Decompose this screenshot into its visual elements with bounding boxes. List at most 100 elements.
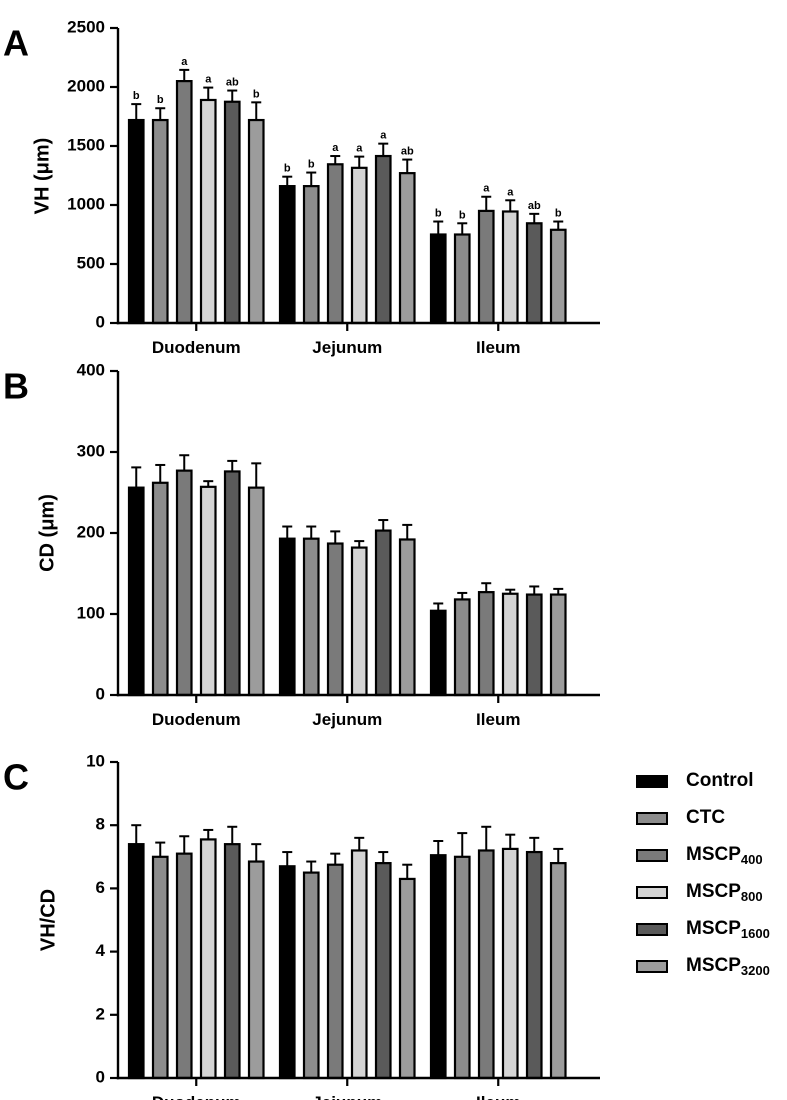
legend-swatch-mscp800 <box>636 886 668 899</box>
bar <box>525 850 543 1080</box>
legend-item-control: Control <box>636 768 786 805</box>
legend-item-mscp3200: MSCP3200 <box>636 953 786 990</box>
bar <box>350 166 368 325</box>
bar <box>549 593 567 697</box>
bar <box>477 849 495 1080</box>
bar <box>398 538 416 697</box>
bar <box>398 877 416 1080</box>
significance-letter: a <box>380 130 387 142</box>
bar <box>429 233 447 325</box>
legend-label-control: Control <box>686 770 754 791</box>
y-axis-label: VH (μm) <box>31 138 53 215</box>
bar <box>223 100 241 325</box>
y-tick-label: 0 <box>96 684 105 703</box>
x-tick-label: Jejunum <box>312 710 382 729</box>
significance-letter: ab <box>401 146 414 158</box>
y-tick-label: 500 <box>77 253 105 272</box>
bar <box>429 854 447 1080</box>
bar <box>477 591 495 697</box>
significance-letter: b <box>459 209 466 221</box>
panel-label: B <box>3 365 29 406</box>
y-axis-label: CD (μm) <box>36 494 58 572</box>
bar <box>326 863 344 1080</box>
bar <box>247 118 265 325</box>
bar <box>326 542 344 697</box>
significance-letter: a <box>205 74 212 86</box>
bar <box>501 210 519 325</box>
bar <box>549 228 567 325</box>
significance-letter: b <box>157 94 164 106</box>
bar <box>223 470 241 697</box>
bar <box>127 118 145 325</box>
y-tick-label: 1500 <box>67 135 105 154</box>
panel-label: A <box>3 22 29 63</box>
bar <box>525 222 543 325</box>
y-tick-label: 2 <box>96 1004 105 1023</box>
legend-swatch-mscp1600 <box>636 923 668 936</box>
bar <box>175 469 193 697</box>
x-tick-label: Duodenum <box>152 1093 241 1100</box>
bar <box>501 847 519 1080</box>
panel-label: C <box>3 756 29 797</box>
y-tick-label: 0 <box>96 1067 105 1086</box>
bar <box>501 592 519 697</box>
bar <box>151 855 169 1080</box>
legend-item-mscp800: MSCP800 <box>636 879 786 916</box>
y-tick-label: 300 <box>77 441 105 460</box>
legend-item-ctc: CTC <box>636 805 786 842</box>
y-tick-label: 100 <box>77 603 105 622</box>
bar <box>278 185 296 325</box>
legend-label-mscp1600: MSCP1600 <box>686 918 770 941</box>
y-tick-label: 8 <box>96 815 105 834</box>
significance-letter: ab <box>528 200 541 212</box>
bar <box>151 481 169 697</box>
bar <box>175 79 193 325</box>
bar <box>350 849 368 1080</box>
significance-letter: b <box>253 88 260 100</box>
bar <box>350 546 368 697</box>
x-tick-label: Duodenum <box>152 710 241 729</box>
bar <box>453 233 471 325</box>
x-tick-label: Ileum <box>476 338 520 357</box>
bar <box>151 118 169 325</box>
bar <box>199 838 217 1080</box>
bar <box>278 865 296 1080</box>
legend-label-ctc: CTC <box>686 807 726 828</box>
bar <box>525 593 543 697</box>
bar <box>374 154 392 325</box>
y-tick-label: 1000 <box>67 194 105 213</box>
bar <box>278 537 296 697</box>
bar <box>247 860 265 1080</box>
significance-letter: b <box>308 159 315 171</box>
bar <box>477 209 495 325</box>
bar <box>175 852 193 1080</box>
bar <box>453 598 471 697</box>
bar <box>302 537 320 697</box>
significance-letter: ab <box>226 77 239 89</box>
significance-letter: a <box>181 56 188 68</box>
x-tick-label: Ileum <box>476 1093 520 1100</box>
bar <box>398 172 416 325</box>
legend-label-mscp400: MSCP400 <box>686 844 763 867</box>
bar <box>302 185 320 325</box>
x-tick-label: Duodenum <box>152 338 241 357</box>
legend-label-mscp3200: MSCP3200 <box>686 955 770 978</box>
significance-letter: a <box>356 143 363 155</box>
bar <box>453 855 471 1080</box>
significance-letter: b <box>133 90 140 102</box>
significance-letter: a <box>483 183 490 195</box>
bar <box>223 843 241 1080</box>
x-tick-label: Jejunum <box>312 1093 382 1100</box>
significance-letter: b <box>284 163 291 175</box>
significance-letter: b <box>435 208 442 220</box>
bar <box>127 486 145 697</box>
bar <box>549 862 567 1080</box>
legend-item-mscp400: MSCP400 <box>636 842 786 879</box>
y-tick-label: 2500 <box>67 17 105 36</box>
bar <box>302 871 320 1080</box>
legend-swatch-mscp3200 <box>636 960 668 973</box>
bar <box>326 163 344 325</box>
legend-swatch-control <box>636 775 668 788</box>
y-tick-label: 400 <box>77 360 105 379</box>
